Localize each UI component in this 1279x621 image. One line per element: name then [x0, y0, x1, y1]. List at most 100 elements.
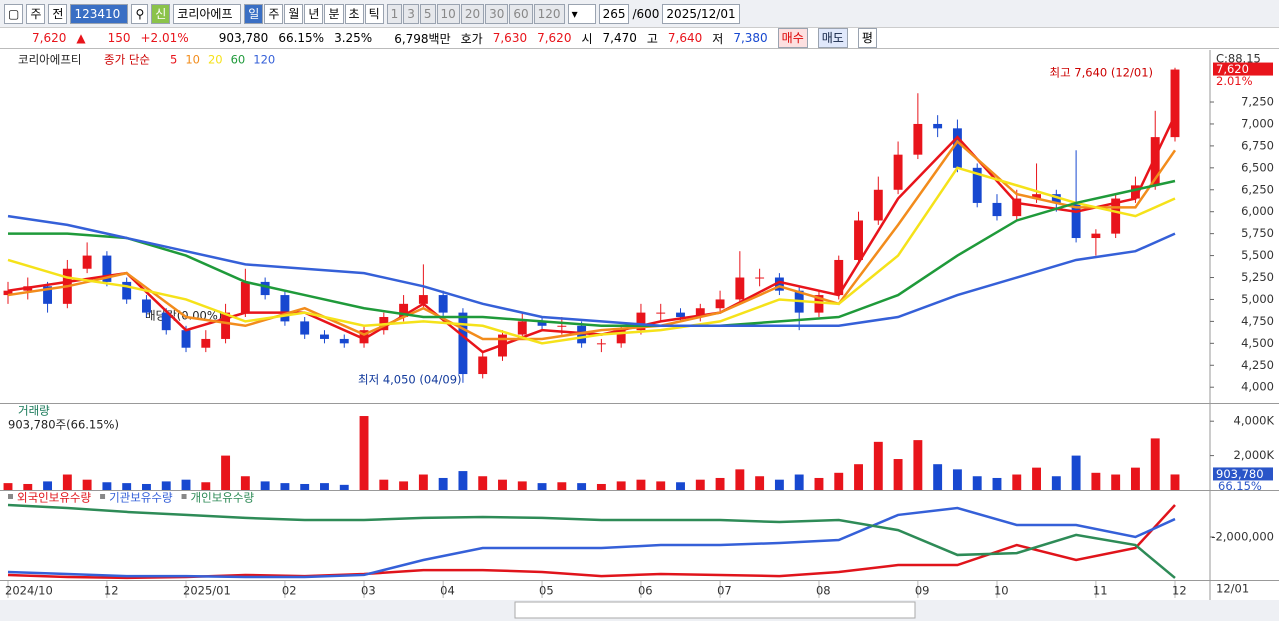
x-tick-label: 11: [1093, 584, 1108, 598]
amount: 6,798백만: [394, 31, 451, 46]
candle-body: [1012, 198, 1022, 217]
y-tick-label: 4,000: [1241, 380, 1274, 394]
toolbar-button[interactable]: 초: [344, 3, 364, 24]
volume-bar: [695, 479, 705, 490]
toolbar-button[interactable]: 월: [284, 3, 304, 24]
volume-bar: [1051, 476, 1061, 490]
volume-bar: [339, 484, 349, 490]
candle-body: [557, 325, 567, 327]
candle-body: [418, 295, 428, 304]
x-tick-label: 05: [539, 584, 554, 598]
volume-bar: [596, 483, 606, 490]
legend-entry: 120: [253, 53, 275, 67]
scroll-thumb[interactable]: [514, 601, 916, 619]
volume-bar: [102, 482, 112, 490]
volume-bar: [181, 479, 191, 490]
count-input[interactable]: 265: [598, 3, 630, 24]
date-label: 12/01: [1216, 582, 1249, 596]
y-tick-label: 7,000: [1241, 116, 1274, 130]
volume-bar: [1170, 474, 1180, 490]
legend-entry: 60: [231, 53, 246, 67]
volume-bar: [359, 416, 369, 490]
toolbar-button[interactable]: 3: [403, 3, 419, 24]
toolbar-button[interactable]: 30: [485, 3, 509, 24]
y-tick-label: 2,000K: [1234, 448, 1275, 462]
toolbar-button[interactable]: 20: [460, 3, 485, 24]
volume-bar: [240, 476, 250, 490]
volume-bar: [774, 479, 784, 490]
y-tick-label: -2,000,000: [1211, 529, 1274, 543]
candle-body: [1170, 69, 1180, 138]
ask-label: 호가: [460, 31, 483, 46]
toolbar-button[interactable]: 10: [436, 3, 460, 24]
search-button[interactable]: ⚲: [131, 3, 149, 24]
volume-bar: [854, 464, 863, 490]
toolbar-button[interactable]: 년: [304, 3, 324, 24]
volume-bar: [399, 481, 409, 490]
volume: 903,780: [218, 31, 269, 45]
candle-body: [43, 286, 53, 304]
rate: +2.01%: [140, 31, 189, 45]
low: 7,380: [733, 31, 768, 45]
volume-ratio: 66.15%: [1218, 479, 1262, 493]
toolbar-button[interactable]: 1: [386, 3, 403, 24]
buy-button[interactable]: 매수: [777, 28, 808, 48]
legend-entry: 20: [208, 53, 223, 67]
volume-bar: [1150, 438, 1160, 490]
date-input[interactable]: 2025/12/01: [662, 3, 740, 24]
toolbar-button[interactable]: 주: [264, 3, 284, 24]
candle-body: [873, 189, 883, 221]
candle-body: [695, 308, 705, 318]
x-tick-label: 08: [816, 584, 831, 598]
toolbar-button[interactable]: 분: [324, 3, 344, 24]
volume-bar: [735, 469, 745, 490]
volume-bar: [557, 482, 567, 490]
y-tick-label: 7,250: [1241, 95, 1274, 109]
volume-bar: [933, 464, 943, 490]
candle-body: [221, 312, 231, 339]
high: 7,640: [667, 31, 703, 45]
y-tick-label: 4,500: [1241, 336, 1274, 350]
toolbar-button[interactable]: 120: [533, 3, 565, 24]
toolbar-button[interactable]: 틱: [364, 3, 384, 24]
x-tick-label: 06: [638, 584, 653, 598]
period-select[interactable]: 주: [26, 3, 46, 24]
x-tick-label: 09: [915, 584, 930, 598]
sell-button[interactable]: 매도: [817, 28, 848, 48]
toolbar-button[interactable]: 60: [509, 3, 533, 24]
volume-bar: [873, 441, 883, 490]
toolbar-button[interactable]: 일: [244, 3, 264, 24]
avg-button[interactable]: 평: [857, 28, 877, 48]
volume-bar: [517, 481, 527, 490]
candle-body: [834, 259, 844, 296]
candle-body: [1032, 194, 1041, 199]
volume-bar: [577, 483, 587, 490]
volume-bar: [616, 481, 626, 490]
volume-bar: [62, 474, 72, 490]
candle-body: [1091, 233, 1101, 239]
prev-button[interactable]: 전: [48, 3, 68, 24]
volume-bar: [458, 471, 468, 490]
volume-bar: [280, 483, 290, 490]
candle-body: [122, 281, 132, 300]
volume-bar: [1071, 455, 1081, 490]
legend-entry: 개인보유수량: [191, 491, 255, 505]
candle-body: [300, 321, 310, 335]
candle-body: [142, 299, 151, 313]
dropdown[interactable]: ▾: [567, 3, 596, 24]
candle-body: [1051, 194, 1061, 203]
candle-body: [458, 312, 468, 375]
vol-rate: 66.15%: [278, 31, 325, 45]
candle-body: [240, 281, 250, 313]
menu-button[interactable]: ▢: [4, 3, 24, 24]
candle-body: [1111, 198, 1121, 234]
ma-line: [8, 179, 1176, 328]
volume-bar: [1032, 467, 1041, 490]
code-input[interactable]: 123410: [70, 3, 129, 24]
volume-title: 거래량: [18, 404, 50, 418]
new-badge[interactable]: 신: [151, 3, 171, 24]
x-tick-label: 2024/10: [5, 584, 53, 598]
candle-body: [478, 356, 488, 375]
toolbar-button[interactable]: 5: [419, 3, 436, 24]
